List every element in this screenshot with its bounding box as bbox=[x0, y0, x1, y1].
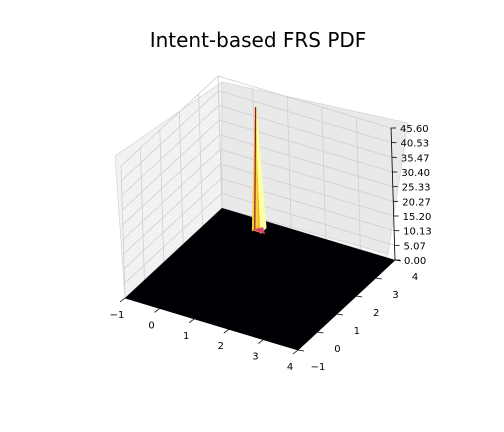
z-axis-line bbox=[390, 127, 396, 261]
left-grid-line-y bbox=[159, 129, 165, 263]
surface-plot bbox=[125, 107, 395, 350]
z-grid-line bbox=[120, 75, 392, 167]
y-tick-mark bbox=[297, 349, 305, 352]
y-axis-line bbox=[297, 259, 396, 351]
y-tick-label: 1 bbox=[354, 326, 360, 337]
x-tick-label: 2 bbox=[218, 341, 224, 352]
z-grid-line bbox=[122, 134, 393, 225]
y-tick-mark bbox=[356, 295, 363, 298]
z-tick-label: 0.00 bbox=[404, 256, 426, 267]
z-tick-label: 15.20 bbox=[403, 212, 432, 223]
x-tick-mark bbox=[119, 297, 126, 303]
x-tick-label: 4 bbox=[287, 362, 293, 373]
z-grid-line bbox=[121, 90, 392, 181]
z-tick-label: 40.53 bbox=[400, 139, 429, 150]
z-tick-label: 35.47 bbox=[401, 153, 430, 164]
x-tick-label: 0 bbox=[148, 320, 154, 331]
left-grid-line-y bbox=[178, 111, 184, 245]
y-tick-label: 0 bbox=[334, 344, 340, 355]
y-tick-mark bbox=[317, 331, 324, 334]
z-grid-line bbox=[123, 178, 395, 269]
x-tick-label: −1 bbox=[110, 310, 125, 321]
x-axis-ticks: −1 0 1 2 3 4 bbox=[110, 297, 299, 373]
z-tick-label: 5.07 bbox=[404, 241, 426, 252]
y-tick-label: 2 bbox=[373, 308, 379, 319]
y-axis-ticks: −1 0 1 2 3 4 bbox=[297, 259, 418, 373]
z-tick-label: 45.60 bbox=[400, 124, 429, 135]
x-tick-mark bbox=[292, 349, 299, 355]
y-tick-label: 3 bbox=[392, 290, 398, 301]
x-axis-line bbox=[124, 297, 299, 351]
back-grid-line-x bbox=[321, 107, 327, 240]
surface-floor bbox=[125, 208, 395, 350]
left-grid-line-y bbox=[217, 75, 223, 209]
back-grid-line-x bbox=[356, 117, 361, 250]
z-tick-label: 30.40 bbox=[401, 168, 430, 179]
y-tick-mark bbox=[375, 277, 382, 280]
x-tick-mark bbox=[223, 328, 230, 334]
x-tick-mark bbox=[154, 308, 160, 313]
chart-title: Intent-based FRS PDF bbox=[150, 28, 367, 52]
z-tick-label: 10.13 bbox=[403, 227, 432, 238]
peak-ridge bbox=[254, 107, 257, 230]
left-grid-line-y bbox=[198, 93, 203, 227]
z-tick-label: 20.27 bbox=[402, 197, 431, 208]
y-tick-label: −1 bbox=[311, 362, 326, 373]
left-grid-line-y bbox=[140, 147, 145, 281]
z-grid-line bbox=[122, 119, 393, 211]
x-tick-label: 1 bbox=[183, 331, 189, 342]
y-tick-mark bbox=[336, 313, 343, 316]
left-grid-line-y bbox=[120, 165, 126, 299]
x-tick-mark bbox=[258, 339, 264, 344]
z-grid-line bbox=[121, 104, 393, 196]
z-tick-label: 25.33 bbox=[402, 183, 431, 194]
peak-base-highlight bbox=[252, 227, 266, 235]
z-grid-line bbox=[124, 192, 395, 284]
z-grid-line bbox=[123, 163, 394, 255]
back-grid-line-x bbox=[286, 96, 292, 229]
z-axis-ticks: 0.00 5.07 10.13 15.20 20.27 25.33 30.40 35.47 40… bbox=[391, 124, 432, 267]
x-tick-label: 3 bbox=[252, 352, 258, 363]
x-tick-mark bbox=[188, 318, 195, 324]
y-tick-label: 4 bbox=[412, 272, 418, 283]
z-grid-line bbox=[122, 148, 394, 240]
axis-lines bbox=[124, 127, 396, 351]
